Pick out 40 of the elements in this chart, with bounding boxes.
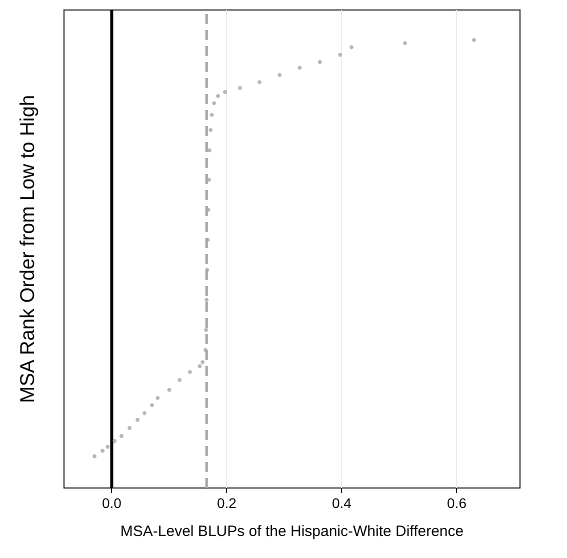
x-axis-title: MSA-Level BLUPs of the Hispanic-White Difference	[120, 523, 464, 540]
point	[150, 403, 154, 408]
point	[203, 348, 208, 352]
point	[120, 434, 124, 438]
point	[198, 364, 202, 368]
point	[106, 444, 110, 449]
point	[205, 268, 210, 272]
x-tick-label: 0.6	[447, 495, 467, 511]
point	[223, 90, 228, 94]
point	[142, 411, 147, 416]
point	[100, 448, 105, 453]
point	[318, 60, 322, 64]
point	[128, 426, 132, 430]
point	[210, 112, 214, 117]
point	[188, 370, 192, 374]
point	[298, 66, 302, 70]
point	[338, 52, 342, 57]
point	[212, 101, 216, 106]
point	[278, 72, 282, 77]
point	[112, 438, 117, 443]
x-tick-label: 0.4	[332, 495, 352, 511]
x-tick-label: 0.2	[217, 495, 237, 511]
point	[216, 94, 220, 98]
point	[200, 360, 205, 364]
point	[207, 148, 212, 152]
point	[238, 86, 242, 90]
point	[208, 128, 213, 132]
point	[167, 388, 172, 392]
point	[403, 41, 407, 46]
point	[156, 396, 160, 400]
point	[204, 328, 208, 332]
point	[258, 80, 262, 84]
point	[92, 454, 96, 458]
point	[350, 45, 354, 50]
x-tick-label: 0.0	[102, 495, 122, 511]
y-axis-title: MSA Rank Order from Low to High	[17, 95, 39, 403]
point	[136, 418, 140, 422]
point	[178, 378, 182, 382]
point	[204, 298, 209, 302]
point	[472, 38, 476, 42]
